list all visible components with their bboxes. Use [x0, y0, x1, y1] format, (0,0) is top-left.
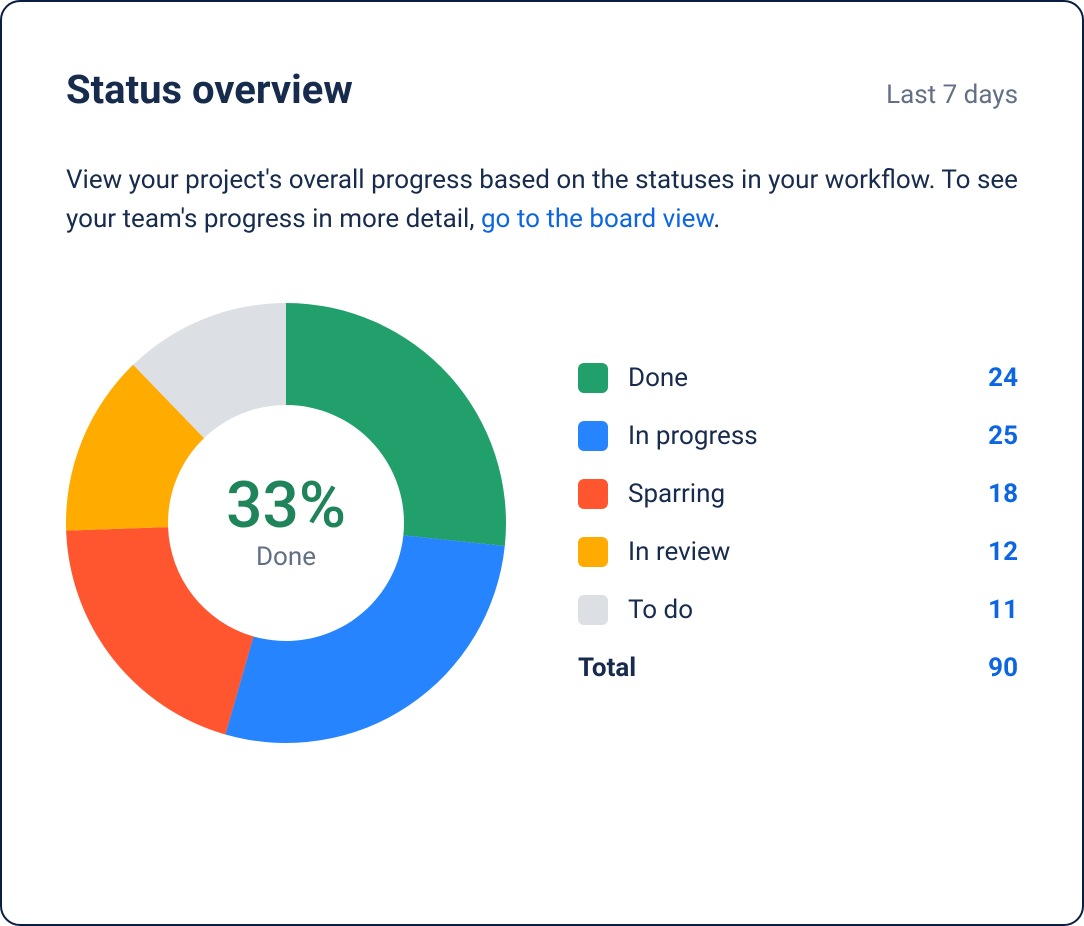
legend-row-left: To do — [578, 595, 693, 625]
donut-chart: 33% Done — [66, 303, 506, 743]
status-legend: Done 24 In progress 25 Sparring 18 In review 12… — [578, 349, 1018, 697]
timeframe-label: Last 7 days — [886, 80, 1018, 110]
legend-row: Done 24 — [578, 349, 1018, 407]
legend-row: Sparring 18 — [578, 465, 1018, 523]
status-overview-card: Status overview Last 7 days View your pr… — [0, 0, 1084, 926]
donut-center-label: Done — [226, 542, 346, 572]
description-text-after: . — [713, 204, 720, 234]
legend-row-left: Done — [578, 363, 688, 393]
legend-total-row: Total 90 — [578, 639, 1018, 697]
legend-swatch — [578, 595, 608, 625]
legend-label: In progress — [628, 421, 758, 451]
legend-swatch — [578, 479, 608, 509]
legend-row-left: Sparring — [578, 479, 725, 509]
legend-row: To do 11 — [578, 581, 1018, 639]
donut-center: 33% Done — [226, 474, 346, 572]
card-title: Status overview — [66, 66, 353, 113]
legend-label: Sparring — [628, 479, 725, 509]
card-header: Status overview Last 7 days — [66, 66, 1018, 113]
legend-row-left: In progress — [578, 421, 758, 451]
legend-row: In progress 25 — [578, 407, 1018, 465]
card-description: View your project's overall progress bas… — [66, 161, 1018, 239]
legend-total-value: 90 — [988, 653, 1018, 683]
legend-value: 11 — [988, 595, 1018, 625]
board-view-link[interactable]: go to the board view — [481, 204, 713, 234]
legend-swatch — [578, 363, 608, 393]
donut-center-percent: 33% — [226, 474, 346, 538]
legend-label: Done — [628, 363, 688, 393]
legend-value: 12 — [988, 537, 1018, 567]
legend-row: In review 12 — [578, 523, 1018, 581]
legend-label: To do — [628, 595, 693, 625]
legend-value: 18 — [988, 479, 1018, 509]
chart-and-legend: 33% Done Done 24 In progress 25 Sparring 18 In… — [66, 303, 1018, 743]
legend-swatch — [578, 421, 608, 451]
legend-value: 25 — [988, 421, 1018, 451]
legend-label: In review — [628, 537, 730, 567]
legend-total-label: Total — [578, 653, 636, 683]
legend-row-left: In review — [578, 537, 730, 567]
legend-value: 24 — [988, 363, 1018, 393]
legend-swatch — [578, 537, 608, 567]
legend-total-left: Total — [578, 653, 636, 683]
